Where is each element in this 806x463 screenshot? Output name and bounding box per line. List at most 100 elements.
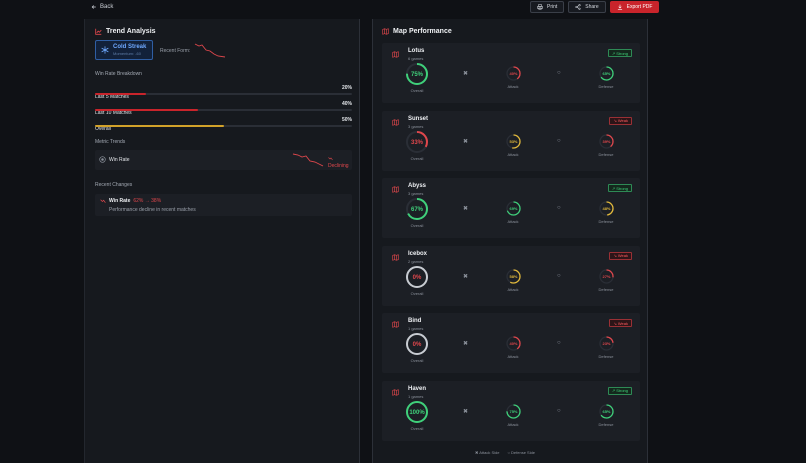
- defense-ring-value: 23%: [602, 341, 610, 346]
- win-rate-breakdown-label: Win Rate Breakdown: [95, 71, 142, 77]
- breakdown-value: 50%: [341, 117, 352, 123]
- map-performance-title: Map Performance: [382, 28, 452, 35]
- attack-ring: 75%: [506, 403, 521, 419]
- breakdown-label: Last 5 Matches: [95, 94, 129, 100]
- defense-ring: 39%: [599, 133, 614, 149]
- arrow-left-icon: [91, 5, 96, 9]
- map-card-abyss[interactable]: Abyss 3 games ↗ Strong 67% Overall ✖ 69% Attack ○…: [382, 178, 640, 238]
- attack-ring: 40%: [506, 336, 521, 351]
- change-description: Performance decline in recent matches: [109, 207, 196, 213]
- breakdown-fill: [95, 109, 198, 111]
- overall-ring-value: 0%: [413, 275, 422, 281]
- export-pdf-button[interactable]: Export PDF: [609, 1, 660, 13]
- attack-ring-value: 75%: [509, 409, 517, 414]
- attack-label: Attack: [507, 286, 519, 292]
- map-badge-text: Weak: [617, 320, 628, 326]
- breakdown-track: [95, 109, 352, 111]
- breakdown-row: Last 5 Matches 20%: [95, 85, 352, 103]
- map-games: 3 games: [408, 123, 424, 129]
- defense-ring: 65%: [599, 66, 614, 81]
- trend-up-icon: ↗: [611, 50, 616, 56]
- breakdown-label: Overall: [95, 126, 111, 132]
- recent-form-label: Recent Form:: [160, 48, 191, 54]
- print-label: Print: [547, 4, 558, 10]
- overall-ring: 0%: [406, 265, 428, 288]
- attack-label: Attack: [507, 354, 519, 359]
- breakdown-track: [95, 125, 352, 127]
- back-label: Back: [100, 4, 114, 10]
- attack-side-icon: ✖: [463, 273, 469, 280]
- legend-defense: ○ Defense Side: [507, 450, 536, 455]
- download-icon: [617, 4, 622, 10]
- breakdown-value: 40%: [341, 101, 352, 107]
- map-card-icebox[interactable]: Icebox 2 games ↘ Weak 0% Overall ✖ 58% Attack ○ 27…: [382, 245, 640, 306]
- breakdown-row: Last 10 Matches 40%: [95, 101, 352, 119]
- defense-ring-value: 48%: [602, 206, 610, 211]
- map-badge-text: Strong: [616, 50, 628, 56]
- map-badge-text: Weak: [617, 253, 628, 258]
- metric-name: Win Rate: [109, 157, 130, 163]
- overall-ring: 100%: [406, 400, 428, 423]
- map-card-haven[interactable]: Haven 1 games ↗ Strong 100% Overall ✖ 75% Attack…: [382, 380, 640, 441]
- map-icon: [392, 321, 399, 328]
- chart-line-icon: [95, 28, 102, 35]
- snowflake-icon: [101, 46, 109, 54]
- overall-ring: 75%: [406, 63, 428, 85]
- defense-ring: 48%: [599, 201, 614, 216]
- metric-status-text: Declining: [328, 163, 349, 169]
- defense-label: Defense: [598, 151, 614, 157]
- defense-label: Defense: [598, 421, 614, 427]
- breakdown-label: Last 10 Matches: [95, 110, 132, 116]
- legend-attack: ✖ Attack Side: [475, 450, 500, 455]
- overall-ring: 67%: [406, 198, 428, 220]
- attack-ring-value: 53%: [509, 139, 517, 144]
- map-badge-text: Strong: [616, 185, 628, 191]
- attack-ring-value: 40%: [509, 341, 517, 346]
- map-card-bind[interactable]: Bind 1 games ↘ Weak 0% Overall ✖ 40% Attack ○ 23% D…: [382, 313, 640, 373]
- overall-label: Overall: [410, 223, 424, 228]
- metric-card-win-rate[interactable]: Win Rate Declining: [95, 150, 352, 170]
- map-badge: ↘ Weak: [609, 116, 632, 125]
- attack-ring: 69%: [506, 201, 521, 216]
- map-icon: [392, 118, 399, 126]
- trend-up-icon: ↗: [611, 388, 616, 393]
- metric-trends-label: Metric Trends: [95, 139, 126, 145]
- trend-down-icon: [100, 198, 106, 203]
- map-card-lotus[interactable]: Lotus 6 games ↗ Strong 75% Overall ✖ 40% Attack ○…: [382, 43, 640, 103]
- share-button[interactable]: Share: [568, 1, 606, 13]
- recent-form-sparkline: [194, 43, 226, 58]
- trend-analysis-panel: Trend Analysis Cold Streak Momentum: -60…: [84, 19, 360, 463]
- attack-side-icon: ✖: [463, 408, 469, 415]
- recent-change-item: Win Rate 62% → 38% Performance decline i…: [95, 194, 352, 216]
- attack-label: Attack: [507, 421, 519, 427]
- overall-ring: 0%: [406, 333, 428, 355]
- breakdown-fill: [95, 93, 147, 95]
- breakdown-track: [95, 93, 352, 95]
- printer-icon: [537, 4, 543, 10]
- back-button[interactable]: Back: [91, 4, 113, 10]
- attack-ring: 53%: [506, 133, 521, 149]
- share-label: Share: [585, 4, 599, 10]
- trend-analysis-title: Trend Analysis: [95, 28, 156, 35]
- map-name: Lotus: [408, 48, 425, 54]
- trend-up-icon: ↗: [611, 185, 616, 191]
- map-card-sunset[interactable]: Sunset 3 games ↘ Weak 33% Overall ✖ 53% Attack ○ 3…: [382, 110, 640, 171]
- target-icon: [99, 156, 106, 163]
- map-name: Sunset: [408, 115, 429, 122]
- map-performance-panel: Map Performance Lotus 6 games ↗ Strong 75% Ov…: [372, 19, 648, 463]
- map-name: Haven: [408, 385, 427, 392]
- defense-side-icon: ○: [557, 70, 561, 76]
- overall-ring-value: 33%: [411, 140, 424, 146]
- map-name: Abyss: [408, 183, 427, 189]
- overall-ring-value: 0%: [413, 342, 422, 348]
- change-delta: 62% → 38%: [133, 198, 162, 204]
- print-button[interactable]: Print: [530, 1, 565, 13]
- overall-ring-value: 67%: [411, 207, 424, 213]
- map-badge-text: Weak: [617, 118, 628, 123]
- overall-label: Overall: [410, 290, 424, 296]
- map-badge: ↘ Weak: [609, 251, 632, 260]
- map-badge: ↘ Weak: [609, 319, 632, 327]
- defense-ring-value: 39%: [602, 139, 610, 144]
- breakdown-value: 20%: [341, 85, 352, 91]
- trend-down-icon: ↘: [613, 253, 617, 258]
